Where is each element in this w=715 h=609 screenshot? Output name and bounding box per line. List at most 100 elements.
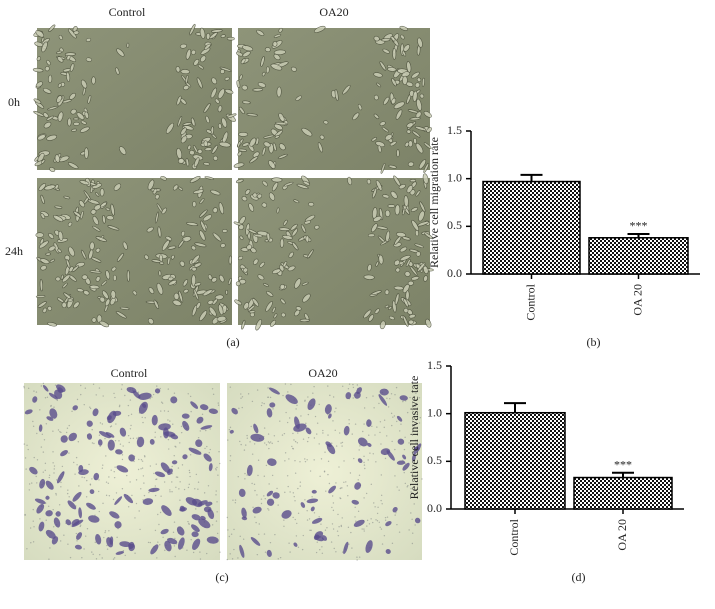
pore	[404, 482, 407, 485]
stained-cell	[106, 415, 112, 421]
pore	[325, 490, 327, 492]
pore	[79, 524, 82, 526]
cell	[371, 137, 377, 142]
pore	[316, 422, 319, 424]
cell	[279, 264, 285, 272]
cell	[89, 241, 95, 251]
stained-cell	[241, 507, 247, 519]
pore	[24, 513, 26, 516]
stained-cell	[252, 506, 262, 514]
stained-cell	[128, 454, 135, 462]
pore	[304, 458, 306, 460]
cell	[189, 23, 196, 36]
stained-cell	[324, 404, 332, 415]
pore	[409, 396, 411, 399]
y-tick-label: 0.0	[447, 266, 462, 280]
pore	[308, 518, 311, 520]
cell	[49, 167, 56, 172]
cell	[167, 245, 177, 250]
cell	[363, 274, 375, 280]
pore	[219, 462, 221, 465]
pore	[44, 397, 47, 399]
bar	[464, 411, 566, 510]
pore	[124, 394, 126, 397]
stained-cell	[161, 505, 172, 516]
cell	[177, 158, 185, 164]
pore	[24, 457, 27, 459]
pore	[304, 399, 306, 402]
cell	[155, 211, 159, 224]
stained-cell	[411, 453, 416, 462]
pore	[143, 455, 146, 457]
pore	[167, 438, 170, 441]
pore	[343, 481, 345, 483]
pore	[299, 485, 301, 487]
pore	[183, 488, 186, 491]
cell	[206, 129, 212, 134]
pore	[218, 451, 220, 453]
cell	[419, 93, 425, 99]
cell	[41, 159, 46, 164]
cell	[67, 117, 72, 127]
pore	[136, 437, 138, 439]
cell	[71, 128, 77, 132]
cell	[218, 141, 231, 148]
pore	[347, 388, 350, 390]
cell	[415, 229, 419, 237]
cell	[225, 289, 228, 295]
pore	[281, 434, 284, 436]
pore	[394, 514, 396, 516]
cell	[407, 161, 415, 167]
cell	[217, 88, 225, 99]
pore	[403, 448, 406, 451]
pore	[364, 467, 366, 470]
cell	[395, 109, 403, 120]
cell	[89, 270, 102, 274]
pore	[80, 393, 82, 396]
cell	[33, 98, 42, 104]
pore	[395, 386, 398, 389]
pore	[283, 519, 285, 521]
stained-cell	[72, 491, 82, 502]
pore	[372, 395, 374, 397]
pore	[292, 447, 294, 450]
pore	[312, 392, 314, 394]
pore	[36, 482, 38, 484]
pore	[45, 423, 48, 425]
pore	[32, 508, 34, 511]
pore	[99, 422, 102, 424]
pore	[324, 529, 327, 531]
stained-cell	[171, 460, 178, 465]
pore	[167, 410, 169, 413]
pore	[363, 528, 365, 530]
pore	[246, 437, 249, 439]
cell	[235, 281, 241, 287]
row-label: 24h	[5, 244, 23, 258]
cell	[381, 126, 389, 133]
cell	[252, 298, 259, 307]
pore	[61, 465, 64, 468]
pore	[313, 512, 316, 514]
cell	[278, 112, 285, 122]
pore	[404, 436, 406, 438]
pore	[106, 544, 108, 547]
pore	[143, 482, 145, 484]
cell	[61, 301, 67, 309]
pore	[141, 416, 143, 419]
cell	[41, 36, 45, 43]
stained-cell	[203, 506, 212, 513]
cell	[268, 192, 276, 201]
cell	[211, 277, 218, 283]
pore	[294, 500, 296, 502]
pore	[226, 516, 229, 519]
stained-cell	[109, 511, 120, 519]
stained-cell	[115, 449, 123, 455]
pore	[152, 393, 155, 396]
cell	[261, 147, 266, 156]
pore	[322, 429, 324, 432]
pore	[263, 402, 265, 405]
pore	[149, 397, 151, 400]
stained-cell	[238, 488, 246, 498]
pore	[412, 532, 414, 534]
cell	[181, 236, 192, 242]
